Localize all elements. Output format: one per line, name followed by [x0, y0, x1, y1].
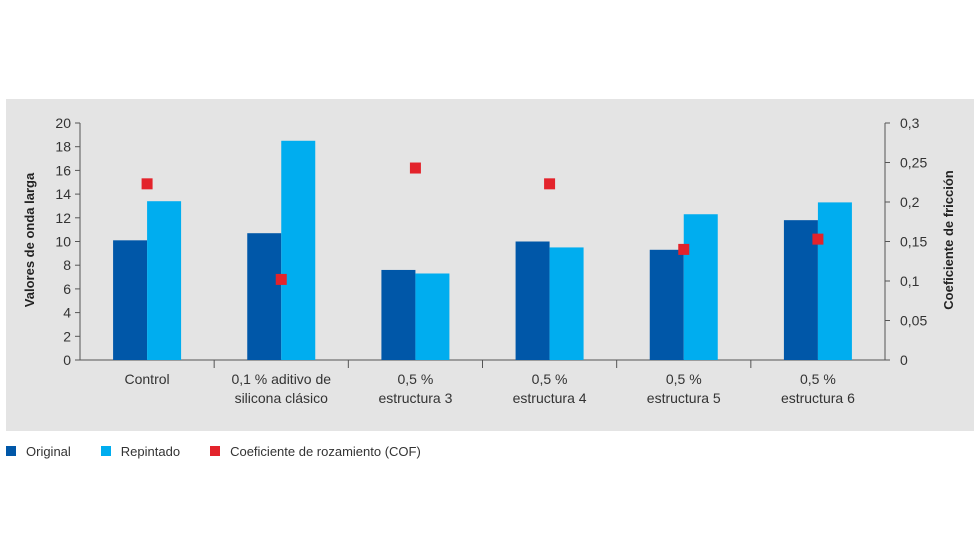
y2-axis-title: Coeficiente de fricción: [941, 170, 956, 309]
x-category-label: estructura 5: [647, 390, 721, 406]
y-axis-title: Valores de onda larga: [22, 172, 37, 307]
y2-tick-label: 0,05: [900, 313, 927, 329]
y-tick-label: 8: [63, 257, 71, 273]
x-category-label: Control: [125, 371, 170, 387]
y-tick-label: 18: [55, 139, 71, 155]
y2-tick-label: 0,15: [900, 234, 927, 250]
bar-repintado: [683, 214, 718, 360]
bar-repintado: [281, 140, 316, 360]
bar-original: [515, 241, 550, 360]
x-category-label: 0,1 % aditivo de: [231, 371, 331, 387]
y-tick-label: 10: [55, 234, 71, 250]
x-category-label: estructura 3: [378, 390, 452, 406]
legend-label: Repintado: [120, 443, 181, 459]
y-tick-label: 14: [55, 186, 71, 202]
legend-label: Original: [26, 443, 71, 459]
y-tick-label: 16: [55, 162, 71, 178]
cof-marker: [812, 233, 824, 245]
legend-swatch: [100, 446, 111, 456]
y-tick-label: 12: [55, 210, 71, 226]
cof-marker: [678, 243, 690, 255]
bar-repintado: [817, 202, 852, 360]
x-category-label: 0,5 %: [398, 371, 434, 387]
y2-tick-label: 0,3: [900, 115, 920, 131]
bar-repintado: [147, 201, 182, 360]
bar-repintado: [415, 273, 450, 360]
x-category-label: 0,5 %: [800, 371, 836, 387]
cof-marker: [409, 162, 421, 174]
bar-original: [649, 249, 684, 360]
chart-area: Valores de onda larga Coeficiente de fri…: [22, 115, 956, 406]
legend: Original Repintado Coeficiente de rozamien…: [6, 442, 451, 460]
cof-marker: [275, 273, 287, 285]
legend-item: Original: [6, 444, 71, 459]
cof-marker: [141, 178, 153, 190]
y2-tick-label: 0: [900, 352, 908, 368]
x-category-label: 0,5 %: [666, 371, 702, 387]
y-tick-label: 2: [63, 328, 71, 344]
y2-tick-label: 0,1: [900, 273, 920, 289]
bar-original: [247, 233, 282, 360]
y-tick-label: 0: [63, 352, 71, 368]
legend-label: Coeficiente de rozamiento (COF): [230, 443, 421, 459]
x-category-label: estructura 4: [513, 390, 587, 406]
y2-tick-label: 0,25: [900, 155, 927, 171]
legend-swatch: [210, 446, 221, 456]
legend-item: Coeficiente de rozamiento (COF): [210, 444, 421, 459]
bar-original: [783, 220, 818, 360]
bar-original: [113, 240, 148, 360]
legend-item: Repintado: [100, 443, 181, 459]
x-category-label: silicona clásico: [235, 390, 329, 406]
chart-panel: Valores de onda larga Coeficiente de fri…: [6, 99, 974, 431]
y2-tick-label: 0,2: [900, 194, 920, 210]
y-tick-label: 6: [63, 281, 71, 297]
x-category-label: 0,5 %: [532, 371, 568, 387]
cof-marker: [544, 178, 556, 190]
bar-repintado: [549, 247, 584, 360]
y-tick-label: 4: [63, 305, 71, 321]
x-category-label: estructura 6: [781, 390, 855, 406]
y-tick-label: 20: [55, 115, 71, 131]
legend-swatch: [6, 446, 16, 456]
bar-original: [381, 269, 416, 360]
